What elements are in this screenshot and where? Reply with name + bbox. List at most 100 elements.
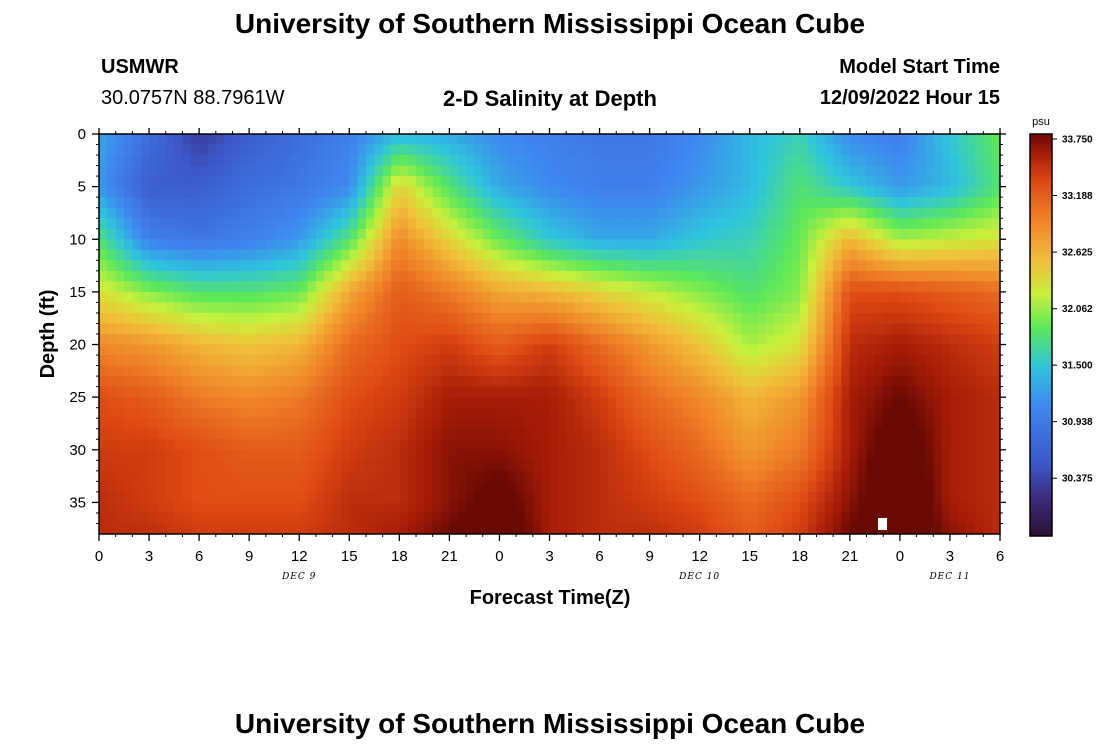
heatmap-cell — [149, 239, 158, 251]
heatmap-cell — [340, 323, 350, 335]
heatmap-cell — [582, 386, 592, 398]
heatmap-cell — [207, 407, 217, 419]
heatmap-cell — [766, 176, 776, 188]
heatmap-cell — [991, 165, 1000, 177]
heatmap-cell — [582, 302, 592, 314]
heatmap-cell — [557, 334, 567, 346]
heatmap-cell — [883, 512, 893, 525]
heatmap-cell — [157, 355, 167, 367]
heatmap-cell — [507, 312, 517, 325]
heatmap-cell — [332, 481, 342, 493]
heatmap-cell — [190, 249, 200, 261]
heatmap-cell — [883, 270, 893, 282]
heatmap-cell — [908, 502, 918, 514]
heatmap-cell — [340, 228, 350, 240]
heatmap-cell — [599, 155, 609, 167]
heatmap-cell — [616, 512, 626, 525]
heatmap-cell — [758, 249, 767, 261]
heatmap-cell — [783, 470, 793, 482]
heatmap-cell — [624, 523, 634, 534]
heatmap-cell — [591, 376, 601, 388]
heatmap-cell — [324, 439, 334, 451]
heatmap-cell — [474, 449, 484, 461]
heatmap-cell — [249, 186, 259, 198]
heatmap-cell — [741, 323, 751, 335]
heatmap-cell — [132, 270, 142, 282]
heatmap-cell — [432, 176, 442, 188]
heatmap-cell — [582, 376, 592, 388]
heatmap-cell — [591, 355, 601, 367]
heatmap-cell — [557, 312, 567, 325]
heatmap-cell — [649, 376, 659, 388]
heatmap-cell — [524, 397, 534, 409]
heatmap-cell — [140, 397, 150, 409]
heatmap-cell — [466, 312, 476, 325]
heatmap-cell — [332, 502, 342, 514]
heatmap-cell — [649, 207, 659, 219]
heatmap-cell — [799, 144, 809, 156]
heatmap-cell — [607, 323, 617, 335]
heatmap-cell — [824, 218, 834, 230]
heatmap-cell — [416, 281, 425, 293]
heatmap-cell — [457, 418, 467, 430]
heatmap-cell — [449, 449, 459, 461]
heatmap-cell — [491, 355, 501, 367]
heatmap-cell — [924, 523, 934, 534]
heatmap-cell — [107, 449, 117, 461]
heatmap-cell — [407, 512, 417, 525]
heatmap-cell — [607, 355, 617, 367]
heatmap-cell — [566, 365, 576, 377]
heatmap-cell — [758, 512, 767, 525]
heatmap-cell — [599, 270, 609, 282]
heatmap-cell — [315, 134, 325, 146]
heatmap-cell — [983, 144, 993, 156]
heatmap-cell — [599, 491, 609, 504]
heatmap-cell — [390, 460, 400, 472]
heatmap-cell — [624, 512, 634, 525]
heatmap-cell — [432, 460, 442, 472]
heatmap-cell — [983, 449, 993, 461]
heatmap-cell — [349, 302, 359, 314]
heatmap-cell — [991, 355, 1000, 367]
heatmap-cell — [783, 228, 793, 240]
heatmap-cell — [924, 386, 934, 398]
heatmap-cell — [190, 302, 200, 314]
heatmap-cell — [682, 270, 692, 282]
heatmap-cell — [507, 512, 517, 525]
heatmap-cell — [858, 165, 868, 177]
heatmap-cell — [190, 281, 200, 293]
heatmap-cell — [416, 376, 425, 388]
heatmap-cell — [340, 376, 350, 388]
heatmap-cell — [99, 207, 108, 219]
heatmap-cell — [107, 344, 117, 356]
heatmap-cell — [499, 460, 509, 472]
heatmap-cell — [916, 260, 926, 272]
heatmap-cell — [624, 323, 634, 335]
heatmap-cell — [199, 523, 209, 534]
heatmap-cell — [357, 186, 367, 198]
heatmap-cell — [557, 523, 567, 534]
heatmap-cell — [532, 228, 542, 240]
heatmap-cell — [833, 144, 843, 156]
heatmap-cell — [582, 428, 592, 440]
heatmap-cell — [424, 218, 434, 230]
heatmap-cell — [983, 218, 993, 230]
heatmap-cell — [833, 302, 843, 314]
heatmap-cell — [799, 207, 809, 219]
heatmap-cell — [849, 439, 859, 451]
heatmap-cell — [390, 270, 400, 282]
heatmap-cell — [933, 512, 943, 525]
heatmap-cell — [507, 407, 517, 419]
heatmap-cell — [332, 207, 342, 219]
heatmap-cell — [641, 207, 651, 219]
heatmap-cell — [432, 470, 442, 482]
heatmap-cell — [824, 502, 834, 514]
heatmap-cell — [290, 155, 300, 167]
heatmap-cell — [107, 239, 117, 251]
heatmap-cell — [240, 144, 250, 156]
heatmap-cell — [541, 312, 551, 325]
heatmap-cell — [149, 312, 158, 325]
heatmap-cell — [182, 407, 192, 419]
heatmap-cell — [791, 512, 801, 525]
heatmap-cell — [190, 197, 200, 209]
